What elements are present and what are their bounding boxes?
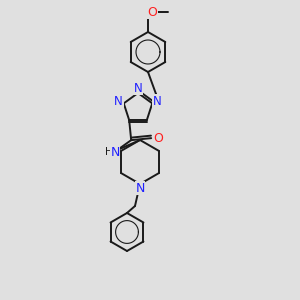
- Text: N: N: [134, 82, 142, 94]
- Text: O: O: [153, 132, 163, 145]
- Text: N: N: [114, 95, 123, 108]
- Text: N: N: [153, 95, 162, 108]
- Text: H: H: [105, 147, 113, 157]
- Text: N: N: [135, 182, 145, 194]
- Text: N: N: [110, 146, 120, 159]
- Text: O: O: [147, 5, 157, 19]
